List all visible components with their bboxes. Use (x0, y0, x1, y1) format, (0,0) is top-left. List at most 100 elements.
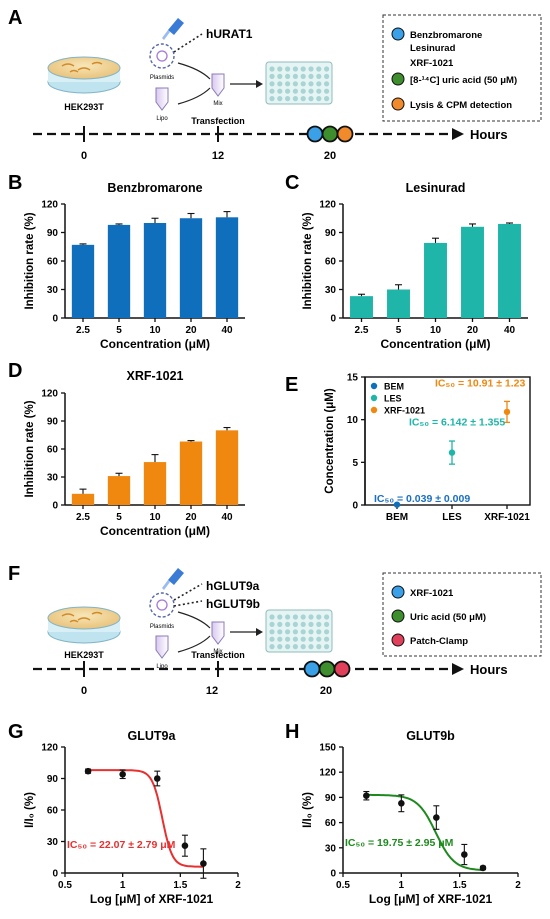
timeline-a-tick-12: 12 (212, 150, 224, 162)
blue-dot-icon (391, 27, 405, 41)
y-axis-title-c: Inhibition rate (%) (302, 212, 314, 309)
timeline-f-tick-12: 12 (206, 685, 218, 697)
legend-marker-e (370, 394, 378, 402)
plate-well (308, 66, 314, 72)
petri-dish-icon (47, 606, 121, 644)
y-tick-label-g-3: 90 (47, 774, 59, 785)
plasmid-icon (149, 43, 175, 69)
plate-well (269, 96, 275, 102)
bar-d-1 (107, 476, 131, 505)
ic50-annotation-e-0: IC₅₀ = 0.039 ± 0.009 (374, 493, 470, 505)
panel-letter-g: G (8, 721, 24, 743)
y-tick-label-e-1: 5 (352, 458, 358, 469)
plate-well (324, 629, 330, 635)
timeline-a-tick-0: 0 (81, 150, 87, 162)
plate-well (300, 73, 306, 79)
timeline-f-tick-0: 0 (81, 685, 87, 697)
plate-well (269, 66, 275, 72)
panel-c: C Lesinurad 0 30 60 90 120 Inhibition rate (%) 2… (285, 172, 528, 351)
y-tick-label-g-4: 120 (41, 743, 58, 754)
plate-well (269, 621, 275, 628)
data-point-h-4 (479, 864, 487, 872)
data-point-h-3 (461, 851, 468, 858)
data-point-h-2 (433, 814, 440, 821)
plate-well (269, 614, 275, 620)
plate-well (300, 81, 306, 87)
chart-title-h: GLUT9b (406, 729, 455, 743)
plate-well (269, 636, 275, 642)
plate-well (316, 88, 322, 94)
y-tick-label-c-0: 0 (330, 314, 336, 325)
timeline-a: 0 12 20 Hours (33, 125, 508, 162)
plate-well (324, 644, 330, 650)
pipette-icon (162, 18, 184, 40)
y-tick-label-b-1: 30 (47, 285, 59, 296)
plate-well (285, 636, 291, 642)
x-tick-label-e-2: XRF-1021 (484, 512, 530, 523)
timeline-f: 0 12 20 Hours (33, 660, 508, 697)
plate-well (285, 96, 291, 102)
x-tick-label-d-1: 5 (116, 512, 122, 523)
plate-well (285, 629, 291, 635)
plate-well (308, 81, 314, 87)
y-tick-label-e-0: 0 (352, 501, 358, 512)
x-tick-label-c-0: 2.5 (355, 325, 369, 336)
x-tick-label-g-0: 0.5 (58, 880, 72, 891)
plate-well (308, 73, 314, 79)
legend-a-item-4: [8-¹⁴C] uric acid (50 μM) (410, 75, 517, 86)
panel-b: B Benzbromarone 0 30 60 90 120 Inhibition rate … (8, 172, 245, 351)
petri-dish-icon (47, 56, 121, 94)
plate-well (324, 614, 330, 620)
plate-well (308, 644, 314, 650)
plate-well (285, 644, 291, 650)
bar-c-4 (498, 223, 521, 318)
y-tick-label-b-0: 0 (52, 314, 58, 325)
panel-e: E 0 5 10 15 Concentration (μM) BEM LES XRF-1021 B… (285, 373, 531, 523)
red-dot-icon (391, 633, 405, 647)
panel-letter-d: D (8, 360, 22, 382)
plate-well (300, 644, 306, 650)
plate-well (300, 621, 306, 628)
y-tick-label-d-0: 0 (52, 501, 58, 512)
target-label-f2: hGLUT9b (206, 597, 260, 611)
legend-label-e-0: BEM (384, 382, 404, 392)
plate-well (292, 614, 298, 620)
panel-letter-c: C (285, 172, 299, 194)
plate-well (324, 73, 330, 79)
x-tick-label-c-1: 5 (396, 325, 402, 336)
lipo-tube-icon (155, 87, 169, 111)
plate-well (316, 644, 322, 650)
x-tick-label-g-3: 2 (235, 880, 241, 891)
bar-b-4 (215, 217, 239, 318)
panel-d: D XRF-1021 0 30 60 90 120 Inhibition rate (%) 2.… (8, 360, 245, 538)
legend-marker-e (370, 406, 378, 414)
plate-well (324, 96, 330, 102)
data-point-h-1 (398, 799, 405, 807)
plate-well (300, 614, 306, 620)
plate-well (292, 73, 298, 79)
x-axis-title-b: Concentration (μM) (100, 337, 210, 351)
y-tick-label-c-2: 60 (325, 257, 337, 268)
plate-well (277, 96, 283, 102)
plate-well (277, 644, 283, 650)
transfection-label: Transfection (191, 116, 245, 126)
x-tick-label-h-1: 1 (399, 880, 405, 891)
y-tick-label-d-2: 60 (47, 445, 59, 456)
bar-d-0 (71, 493, 95, 505)
plate-well (308, 96, 314, 102)
legend-f-item-1: XRF-1021 (410, 588, 454, 599)
plate-well (316, 81, 322, 87)
plate-well (277, 81, 283, 87)
x-axis-title-h: Log [μM] of XRF-1021 (369, 892, 493, 906)
plate-well (324, 81, 330, 87)
x-tick-label-b-4: 40 (221, 325, 233, 336)
plate-well (308, 614, 314, 620)
point-e-xrf-1021 (503, 408, 511, 416)
y-tick-label-b-3: 90 (47, 228, 59, 239)
plate-well (292, 644, 298, 650)
data-point-g-4 (200, 860, 207, 867)
x-tick-label-h-3: 2 (515, 880, 521, 891)
plate-well (292, 629, 298, 635)
plate-well (269, 88, 275, 94)
